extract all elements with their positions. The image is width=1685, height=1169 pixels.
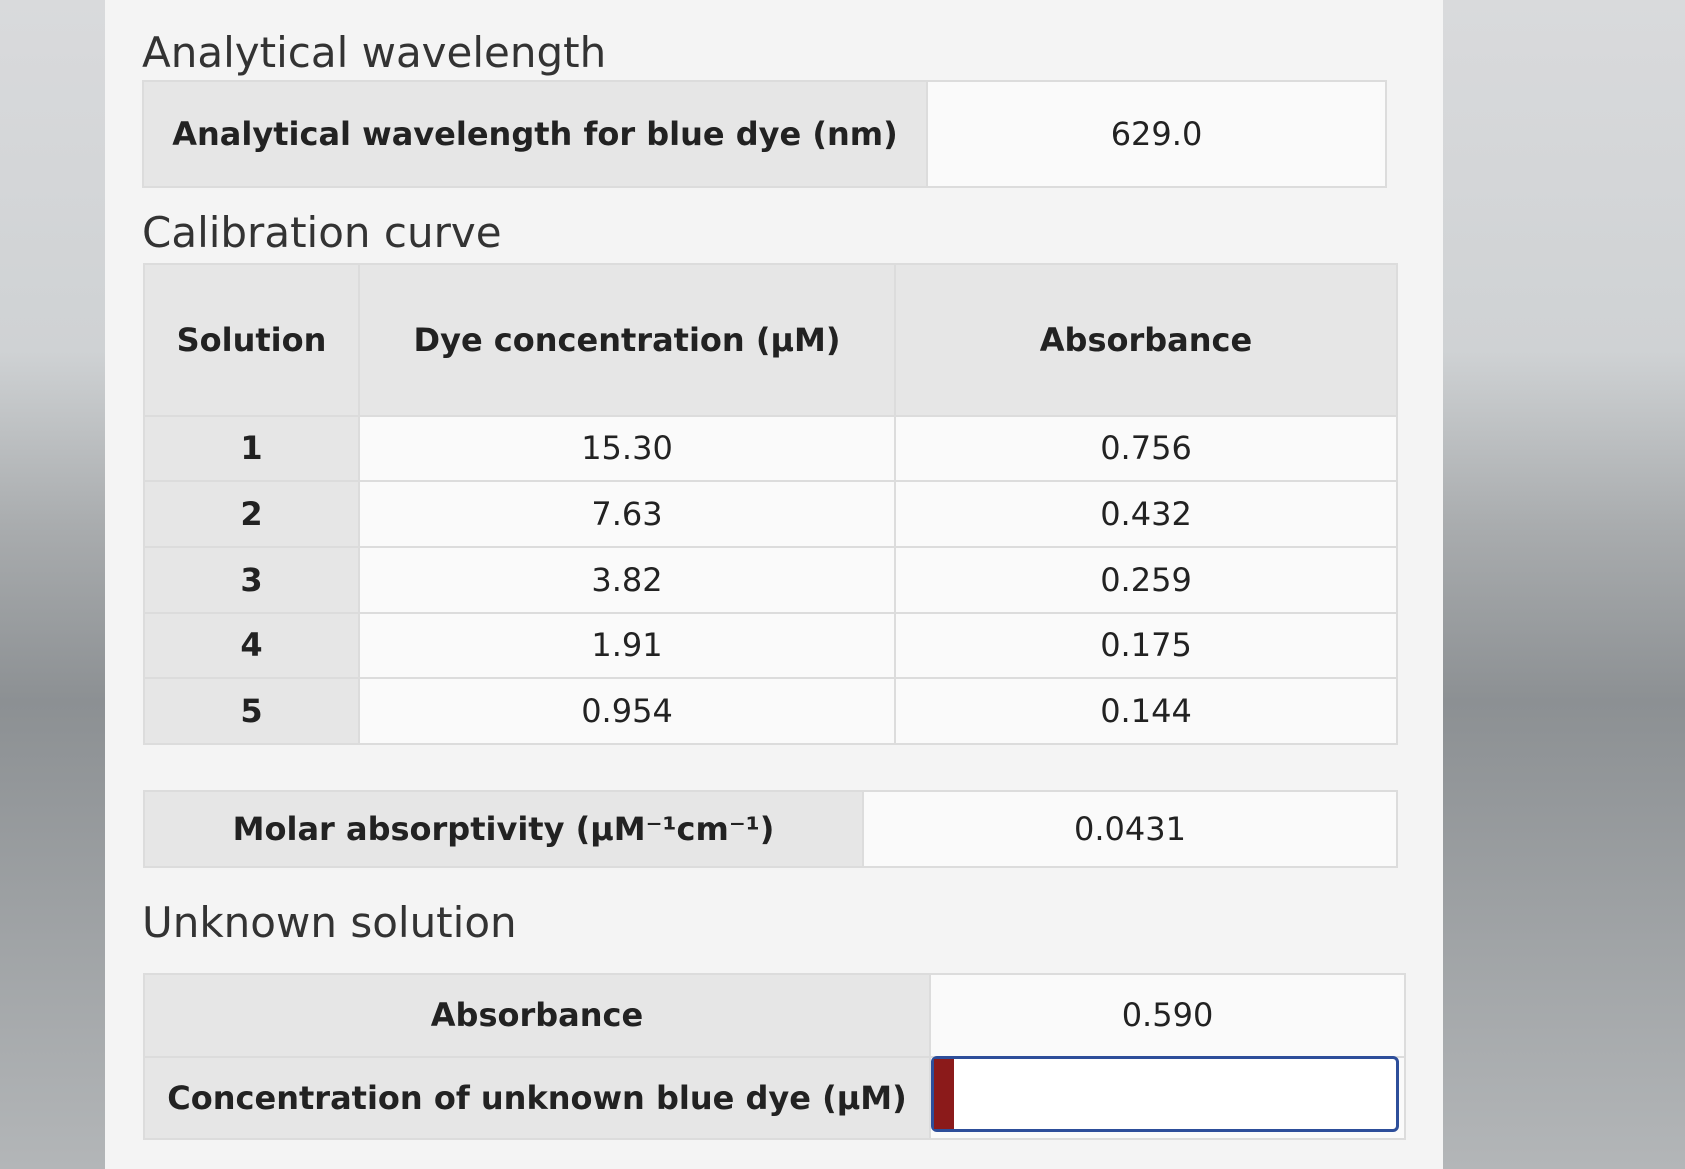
value-cell: 0.259	[894, 545, 1398, 614]
value-cell: 3.82	[358, 545, 896, 614]
value-cell: 629.0	[926, 80, 1387, 188]
header-cell: Absorbance	[894, 263, 1398, 417]
value-cell: 0.954	[358, 677, 896, 745]
concentration-input[interactable]	[931, 1056, 1399, 1132]
solution-cell: 2	[143, 480, 360, 548]
section-title: Calibration curve	[142, 208, 502, 257]
calibration-table: Solution Dye concentration (μM) Absorban…	[143, 263, 1398, 745]
header-cell: Dye concentration (μM)	[358, 263, 896, 417]
value-cell: 0.144	[894, 677, 1398, 745]
label-cell: Concentration of unknown blue dye (μM)	[143, 1055, 931, 1140]
label-cell: Molar absorptivity (μM⁻¹cm⁻¹)	[143, 790, 864, 868]
table-row: 5 0.954 0.144	[143, 677, 1398, 745]
label-cell: Analytical wavelength for blue dye (nm)	[142, 80, 928, 188]
wavelength-table: Analytical wavelength for blue dye (nm) …	[142, 80, 1387, 188]
solution-cell: 4	[143, 611, 360, 680]
label-cell: Absorbance	[143, 973, 931, 1058]
header-cell: Solution	[143, 263, 360, 417]
molar-table: Molar absorptivity (μM⁻¹cm⁻¹) 0.0431	[143, 790, 1398, 868]
solution-cell: 1	[143, 414, 360, 483]
value-cell: 0.432	[894, 480, 1398, 548]
value-cell: 0.175	[894, 611, 1398, 680]
value-cell: 15.30	[358, 414, 896, 483]
table-row: 3 3.82 0.259	[143, 545, 1398, 614]
value-cell: 7.63	[358, 480, 896, 548]
section-title: Analytical wavelength	[142, 28, 607, 77]
solution-cell: 3	[143, 545, 360, 614]
section-title: Unknown solution	[142, 898, 517, 947]
value-cell: 0.756	[894, 414, 1398, 483]
table-row: 1 15.30 0.756	[143, 414, 1398, 483]
value-cell: 0.0431	[862, 790, 1398, 868]
value-cell: 0.590	[929, 973, 1406, 1058]
table-row: 4 1.91 0.175	[143, 611, 1398, 680]
table-row: 2 7.63 0.432	[143, 480, 1398, 548]
solution-cell: 5	[143, 677, 360, 745]
value-cell: 1.91	[358, 611, 896, 680]
